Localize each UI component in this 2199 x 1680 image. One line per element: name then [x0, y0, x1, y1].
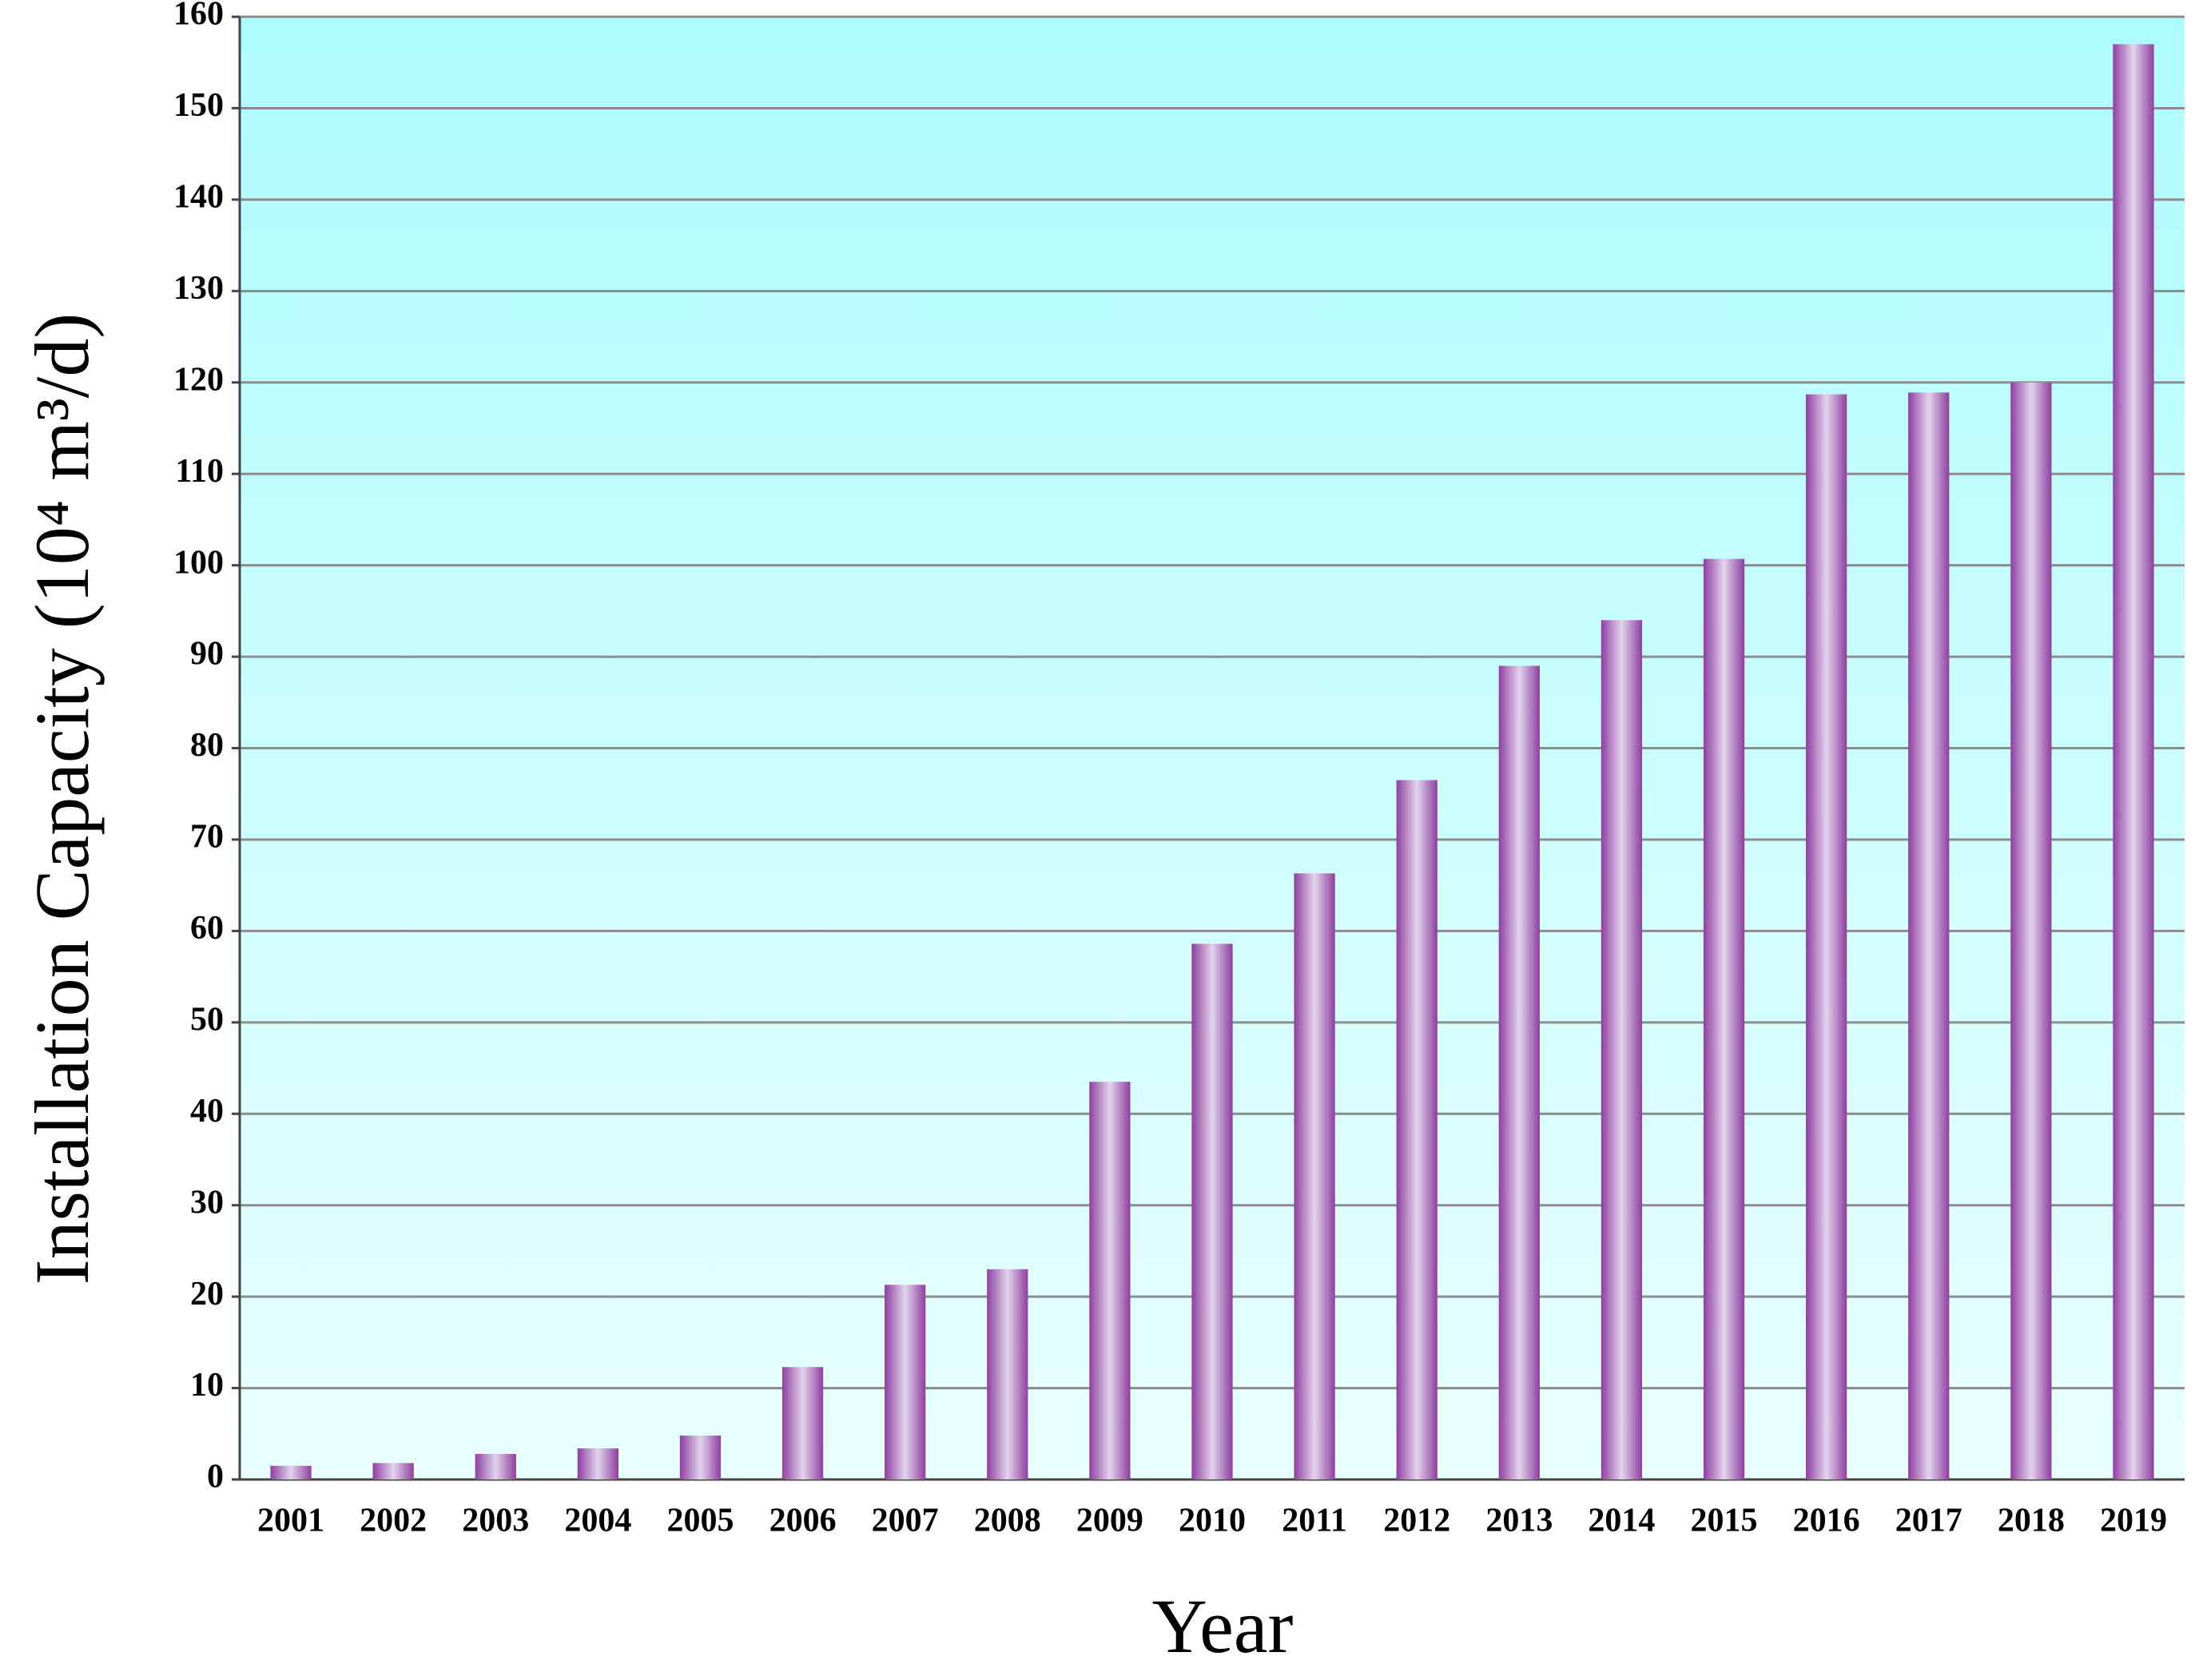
bar: [2113, 44, 2154, 1479]
x-tick-label: 2010: [1179, 1503, 1246, 1539]
y-tick-label: 120: [173, 361, 224, 398]
x-tick-label: 2018: [1998, 1503, 2065, 1539]
bar: [1498, 665, 1540, 1479]
x-tick-label: 2001: [257, 1503, 324, 1539]
bar: [270, 1465, 312, 1479]
bar: [1908, 392, 1950, 1479]
bar: [987, 1269, 1028, 1479]
y-tick-label: 40: [190, 1093, 224, 1130]
x-tick-label: 2017: [1895, 1503, 1962, 1539]
y-tick-label: 70: [190, 819, 224, 856]
x-tick-label: 2012: [1383, 1503, 1450, 1539]
bar: [1806, 394, 1847, 1480]
bar: [577, 1448, 618, 1479]
y-tick-label: 20: [190, 1276, 224, 1313]
y-tick-label: 110: [175, 453, 224, 490]
x-tick-label: 2002: [360, 1503, 427, 1539]
x-tick-label: 2005: [666, 1503, 734, 1539]
bar: [885, 1285, 926, 1479]
x-tick-label: 2013: [1485, 1503, 1553, 1539]
y-tick-label: 80: [190, 727, 224, 764]
bar: [2010, 382, 2052, 1479]
x-tick-label: 2008: [974, 1503, 1041, 1539]
x-tick-label: 2009: [1076, 1503, 1143, 1539]
bar: [475, 1453, 516, 1479]
bar: [1396, 780, 1438, 1479]
bar: [1703, 558, 1745, 1479]
bar: [372, 1463, 414, 1479]
y-tick-label: 60: [190, 910, 224, 947]
y-tick-label: 0: [207, 1459, 224, 1495]
bar: [781, 1367, 824, 1479]
x-tick-label: 2014: [1588, 1503, 1655, 1539]
x-tick-label: 2003: [462, 1503, 529, 1539]
y-tick-label: 50: [190, 1001, 224, 1038]
x-tick-label: 2006: [769, 1503, 837, 1539]
x-tick-label: 2004: [564, 1503, 631, 1539]
y-tick-label: 150: [173, 87, 224, 124]
x-tick-label: 2016: [1793, 1503, 1860, 1539]
y-tick-label: 130: [173, 270, 224, 307]
bar: [1089, 1082, 1131, 1479]
x-tick-label: 2007: [872, 1503, 939, 1539]
y-tick-label: 100: [173, 544, 224, 581]
bar: [1294, 873, 1335, 1479]
y-tick-label: 10: [190, 1367, 224, 1404]
bar: [679, 1436, 722, 1479]
x-axis-title: Year: [1152, 1583, 1294, 1669]
x-tick-label: 2011: [1282, 1503, 1347, 1539]
bar: [1601, 620, 1643, 1479]
y-tick-label: 160: [173, 0, 224, 33]
y-axis-title: Installation Capacity (10⁴ m³/d): [19, 313, 105, 1285]
bar: [1191, 943, 1233, 1479]
y-tick-label: 140: [173, 179, 224, 216]
x-tick-label: 2019: [2100, 1503, 2167, 1539]
y-tick-label: 30: [190, 1184, 224, 1221]
x-tick-label: 2015: [1691, 1503, 1758, 1539]
y-tick-label: 90: [190, 636, 224, 673]
